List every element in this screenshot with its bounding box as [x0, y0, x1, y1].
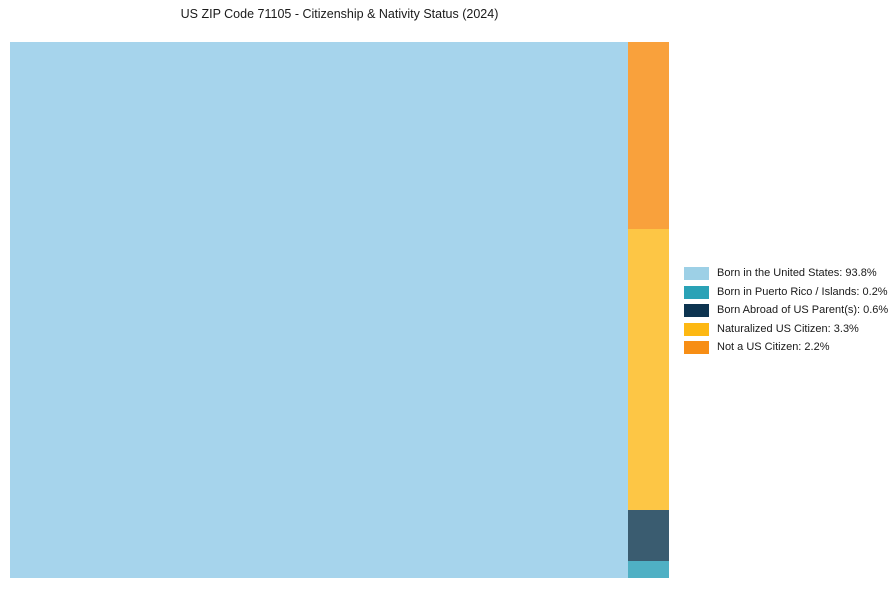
- treemap-chart: [10, 42, 669, 578]
- legend-item-born-abroad-of-us-parent-s: Born Abroad of US Parent(s): 0.6%: [684, 304, 888, 317]
- treemap-segment-born-in-puerto-rico-islands[interactable]: [627, 560, 669, 578]
- treemap-segment-naturalized-us-citizen[interactable]: [627, 229, 669, 510]
- legend-label: Naturalized US Citizen: 3.3%: [717, 322, 859, 335]
- treemap-segment-born-in-the-united-states[interactable]: [10, 42, 628, 578]
- legend-swatch: [684, 267, 709, 280]
- treemap-segment-not-a-us-citizen[interactable]: [627, 42, 669, 230]
- legend-swatch: [684, 341, 709, 354]
- legend-label: Born Abroad of US Parent(s): 0.6%: [717, 304, 889, 316]
- legend-item-naturalized-us-citizen: Naturalized US Citizen: 3.3%: [684, 322, 888, 336]
- legend-label: Born in the United States: 93.8%: [717, 267, 877, 279]
- legend-swatch: [684, 322, 709, 336]
- chart-title: US ZIP Code 71105 - Citizenship & Nativi…: [180, 7, 499, 21]
- legend-label: Born in Puerto Rico / Islands: 0.2%: [717, 285, 888, 298]
- legend-item-born-in-puerto-rico-islands: Born in Puerto Rico / Islands: 0.2%: [684, 285, 888, 299]
- legend: Born in the United States: 93.8% Born in …: [684, 267, 888, 354]
- treemap-minor-column: [627, 42, 669, 578]
- legend-label: Not a US Citizen: 2.2%: [717, 341, 830, 353]
- treemap-segment-born-abroad-of-us-parent-s[interactable]: [627, 509, 669, 561]
- legend-swatch: [684, 285, 709, 299]
- legend-item-not-a-us-citizen: Not a US Citizen: 2.2%: [684, 341, 888, 354]
- legend-swatch: [684, 304, 709, 317]
- legend-item-born-in-the-united-states: Born in the United States: 93.8%: [684, 267, 888, 280]
